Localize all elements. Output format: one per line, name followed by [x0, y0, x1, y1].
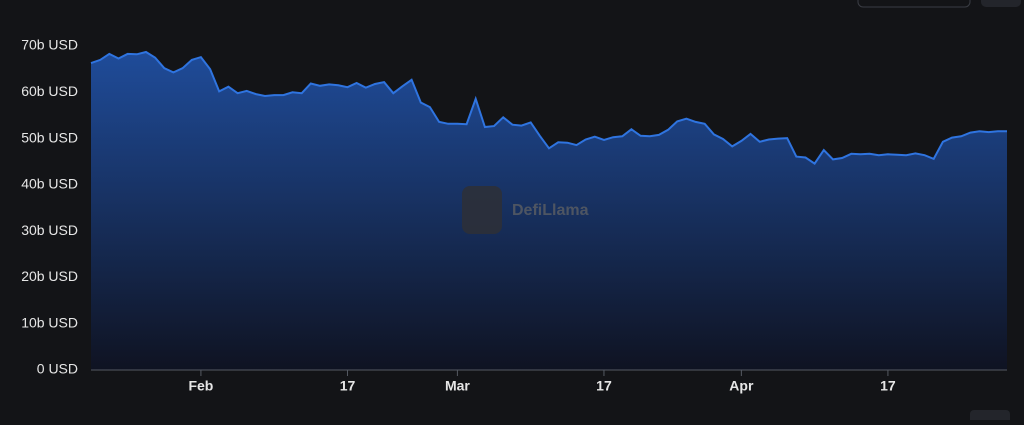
x-tick-label: Feb [188, 378, 213, 394]
y-tick-label: 70b USD [21, 37, 78, 53]
x-tick-label: 17 [340, 378, 356, 394]
y-tick-label: 50b USD [21, 129, 78, 145]
top-button[interactable] [857, 0, 971, 8]
y-tick-label: 10b USD [21, 314, 78, 330]
y-tick-label: 60b USD [21, 83, 78, 99]
x-tick-label: 17 [880, 378, 896, 394]
y-tick-label: 20b USD [21, 268, 78, 284]
watermark-icon [462, 186, 502, 234]
y-tick-label: 40b USD [21, 176, 78, 192]
x-tick-label: Apr [729, 378, 754, 394]
watermark-text: DefiLlama [512, 202, 589, 219]
top-button[interactable] [981, 0, 1021, 7]
watermark: DefiLlama [462, 186, 589, 234]
y-tick-label: 30b USD [21, 222, 78, 238]
x-tick-label: Mar [445, 378, 470, 394]
x-tick-label: 17 [596, 378, 612, 394]
corner-button[interactable] [970, 410, 1010, 424]
area-fill [91, 52, 1007, 370]
y-tick-label: 0 USD [37, 361, 78, 377]
area-line [90, 50, 1007, 165]
